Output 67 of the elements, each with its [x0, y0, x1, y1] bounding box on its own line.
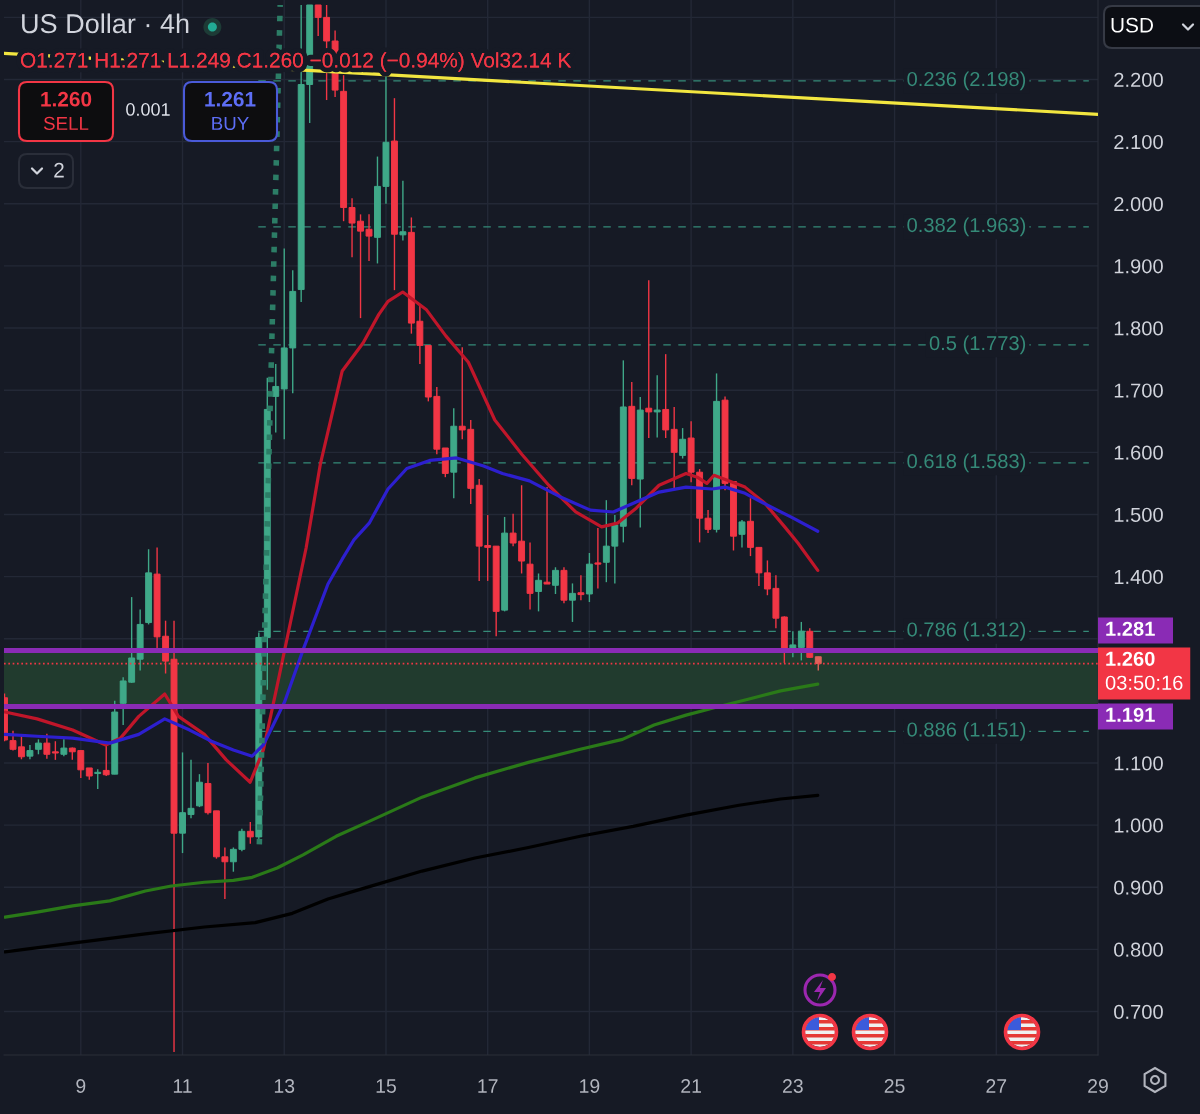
- series-label: 0.5 (1.773): [929, 335, 1026, 355]
- y-tick-label: 0.800: [1114, 942, 1163, 957]
- series-label: 0.382 (1.963): [907, 217, 1026, 237]
- y-tick-label: 1.800: [1114, 321, 1163, 336]
- series-label: 0.618 (1.583): [907, 453, 1026, 473]
- y-tick-label: 2.000: [1114, 197, 1163, 212]
- annotation: BUY: [212, 116, 249, 131]
- ref-line-label: 1.191: [1106, 707, 1155, 722]
- y-tick-label: 1.700: [1114, 383, 1163, 398]
- candlestick: [399, 180, 407, 242]
- annotation: 2: [54, 162, 64, 178]
- candlestick: [272, 363, 280, 434]
- x-tick-label: 21: [681, 1079, 701, 1093]
- y-tick-label: 1.400: [1114, 569, 1163, 585]
- text: USD: [1111, 17, 1153, 33]
- candlestick: [552, 566, 559, 595]
- candlestick: [43, 733, 51, 760]
- annotation: SELL: [43, 116, 89, 131]
- y-tick-label: 1.600: [1114, 445, 1163, 460]
- line-series: [4, 290, 820, 784]
- annotation: 1.261: [205, 91, 256, 107]
- y-tick-label: 0.900: [1114, 880, 1163, 895]
- x-tick-label: 15: [376, 1079, 396, 1093]
- y-tick-label: 1.500: [1114, 507, 1163, 522]
- x-tick-label: 19: [580, 1079, 600, 1093]
- series-label: 0.236 (2.198): [907, 71, 1026, 91]
- x-tick-label: 29: [1088, 1079, 1108, 1093]
- y-tick-label: 2.100: [1114, 134, 1163, 150]
- y-tick-label: 1.000: [1114, 818, 1163, 833]
- candlestick: [543, 486, 551, 585]
- x-tick-label: 9: [76, 1079, 86, 1093]
- candlestick: [535, 572, 542, 613]
- candlestick: [653, 374, 661, 439]
- line-series: [4, 682, 820, 919]
- ref-line-label: 1.260 03:50:16: [1105, 651, 1183, 690]
- x-tick-label: 13: [274, 1079, 295, 1093]
- x-tick-label: 25: [884, 1079, 905, 1093]
- y-tick-label: 1.100: [1114, 756, 1163, 771]
- annotation: 1.260: [41, 91, 92, 107]
- candlestick: [569, 582, 576, 623]
- candlestick: [594, 527, 602, 590]
- x-tick-label: 11: [173, 1079, 192, 1093]
- chart-title: US Dollar · 4h: [22, 13, 189, 34]
- candlestick: [645, 279, 653, 439]
- candlestick: [679, 427, 687, 460]
- candlestick: [51, 740, 59, 761]
- y-tick-label: 0.700: [1114, 1004, 1163, 1019]
- candlestick: [738, 519, 746, 549]
- candlestick: [797, 621, 805, 662]
- line-series: [4, 456, 820, 758]
- candlestick: [577, 574, 585, 601]
- x-tick-label: 27: [986, 1079, 1007, 1093]
- candlestick: [662, 353, 670, 439]
- candlestick: [670, 406, 678, 490]
- x-tick-label: 23: [783, 1079, 803, 1093]
- y-tick-label: 2.200: [1114, 72, 1163, 88]
- candlestick: [196, 773, 203, 808]
- x-tick-label: 17: [478, 1079, 498, 1093]
- annotation: 0.001: [126, 103, 170, 116]
- candlestick: [789, 630, 797, 659]
- series-label: 0.786 (1.312): [907, 621, 1026, 641]
- candlestick: [94, 768, 102, 790]
- series-label: 0.886 (1.151): [907, 721, 1026, 741]
- candlestick: [246, 821, 254, 845]
- line-series: [4, 793, 820, 954]
- y-tick-label: 1.900: [1114, 259, 1163, 274]
- ref-line-label: 1.281: [1106, 621, 1155, 636]
